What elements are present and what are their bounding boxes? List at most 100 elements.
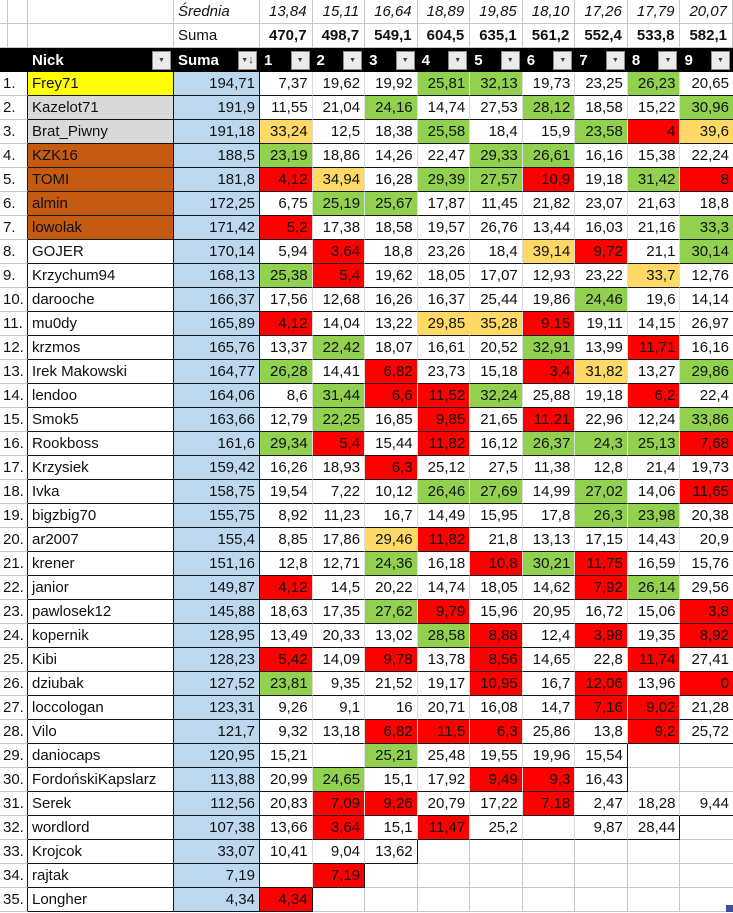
- score-cell[interactable]: 33,3: [680, 216, 733, 240]
- score-cell[interactable]: 6,2: [627, 384, 681, 408]
- score-cell[interactable]: 10,8: [470, 552, 523, 576]
- score-cell[interactable]: 3,4: [522, 360, 576, 384]
- score-cell[interactable]: 17,56: [260, 288, 313, 312]
- score-cell[interactable]: 19,35: [627, 624, 681, 648]
- score-cell[interactable]: [575, 888, 628, 912]
- score-cell[interactable]: 20,79: [417, 792, 471, 816]
- score-cell[interactable]: 6,82: [365, 720, 418, 744]
- score-cell[interactable]: [680, 840, 733, 864]
- score-cell[interactable]: 16,43: [575, 768, 628, 792]
- row-rank-cell[interactable]: 27.: [0, 696, 28, 720]
- score-cell[interactable]: 22,25: [312, 408, 366, 432]
- score-cell[interactable]: 30,21: [522, 552, 576, 576]
- score-cell[interactable]: 18,58: [365, 216, 418, 240]
- nick-cell[interactable]: KZK16: [28, 144, 174, 168]
- score-cell[interactable]: 18,07: [365, 336, 418, 360]
- score-cell[interactable]: 21,16: [627, 216, 681, 240]
- score-cell[interactable]: 9,44: [680, 792, 733, 816]
- suma-cell[interactable]: 7,19: [174, 864, 260, 888]
- row-rank-cell[interactable]: 5.: [0, 168, 28, 192]
- score-cell[interactable]: 28,44: [627, 816, 681, 840]
- score-cell[interactable]: 14,65: [522, 648, 576, 672]
- score-cell[interactable]: 5,42: [260, 648, 313, 672]
- row-rank-cell[interactable]: 10.: [0, 288, 28, 312]
- score-cell[interactable]: 27,02: [575, 480, 628, 504]
- score-cell[interactable]: 12,68: [312, 288, 366, 312]
- score-cell[interactable]: 16,18: [417, 552, 471, 576]
- score-cell[interactable]: 11,52: [417, 384, 471, 408]
- score-cell[interactable]: 19,55: [470, 744, 523, 768]
- score-cell[interactable]: 17,92: [417, 768, 471, 792]
- row-rank-cell[interactable]: 14.: [0, 384, 28, 408]
- score-cell[interactable]: 12,8: [260, 552, 313, 576]
- score-cell[interactable]: 23,22: [575, 264, 628, 288]
- filter-dropdown-button[interactable]: ▼: [500, 50, 520, 70]
- score-cell[interactable]: 0: [680, 672, 733, 696]
- score-cell[interactable]: 13,22: [365, 312, 418, 336]
- nick-cell[interactable]: Krojcok: [28, 840, 174, 864]
- sum-row-value[interactable]: 470,7: [260, 24, 313, 48]
- nick-cell[interactable]: loccologan: [28, 696, 174, 720]
- score-cell[interactable]: 22,4: [680, 384, 733, 408]
- sum-row-value[interactable]: 498,7: [312, 24, 366, 48]
- score-cell[interactable]: 15,96: [470, 600, 523, 624]
- row-rank-cell[interactable]: 1.: [0, 72, 28, 96]
- score-cell[interactable]: 27,5: [470, 456, 523, 480]
- filter-dropdown-button[interactable]: ▼: [290, 50, 310, 70]
- score-cell[interactable]: 9,32: [260, 720, 313, 744]
- score-cell[interactable]: 28,12: [522, 96, 576, 120]
- suma-cell[interactable]: 161,6: [174, 432, 260, 456]
- score-cell[interactable]: 13,37: [260, 336, 313, 360]
- score-cell[interactable]: 26,14: [627, 576, 681, 600]
- sum-row-value[interactable]: 582,1: [680, 24, 733, 48]
- score-cell[interactable]: 19,73: [522, 72, 576, 96]
- row-rank-cell[interactable]: 19.: [0, 504, 28, 528]
- score-cell[interactable]: 26,61: [522, 144, 576, 168]
- score-cell[interactable]: 25,72: [680, 720, 733, 744]
- score-cell[interactable]: 18,93: [312, 456, 366, 480]
- score-cell[interactable]: 7,16: [575, 696, 628, 720]
- score-cell[interactable]: 26,97: [680, 312, 733, 336]
- suma-cell[interactable]: 171,42: [174, 216, 260, 240]
- score-cell[interactable]: 13,18: [312, 720, 366, 744]
- score-cell[interactable]: 18,8: [365, 240, 418, 264]
- score-cell[interactable]: 8,56: [470, 648, 523, 672]
- score-cell[interactable]: 18,58: [575, 96, 628, 120]
- row-rank-cell[interactable]: 16.: [0, 432, 28, 456]
- score-cell[interactable]: 15,18: [470, 360, 523, 384]
- score-cell[interactable]: 8,6: [260, 384, 313, 408]
- score-cell[interactable]: 5,4: [312, 264, 366, 288]
- row-rank-cell[interactable]: 34.: [0, 864, 28, 888]
- row-rank-cell[interactable]: 12.: [0, 336, 28, 360]
- suma-cell[interactable]: 155,75: [174, 504, 260, 528]
- suma-cell[interactable]: 164,06: [174, 384, 260, 408]
- score-cell[interactable]: [470, 864, 523, 888]
- score-cell[interactable]: [365, 888, 418, 912]
- score-cell[interactable]: 11,71: [627, 336, 681, 360]
- suma-cell[interactable]: 188,5: [174, 144, 260, 168]
- score-cell[interactable]: 25,48: [417, 744, 471, 768]
- score-cell[interactable]: [417, 888, 471, 912]
- row-rank-cell[interactable]: 13.: [0, 360, 28, 384]
- suma-cell[interactable]: 168,13: [174, 264, 260, 288]
- score-cell[interactable]: 13,13: [522, 528, 576, 552]
- score-cell[interactable]: 11,55: [260, 96, 313, 120]
- score-cell[interactable]: 25,67: [365, 192, 418, 216]
- score-cell[interactable]: 9,87: [575, 816, 628, 840]
- average-row-value[interactable]: 19,85: [470, 0, 523, 24]
- score-cell[interactable]: 17,22: [470, 792, 523, 816]
- score-cell[interactable]: 22,42: [312, 336, 366, 360]
- suma-cell[interactable]: 159,42: [174, 456, 260, 480]
- suma-cell[interactable]: 172,25: [174, 192, 260, 216]
- score-cell[interactable]: 3,8: [680, 600, 733, 624]
- score-cell[interactable]: 18,05: [470, 576, 523, 600]
- suma-cell[interactable]: 191,9: [174, 96, 260, 120]
- score-cell[interactable]: 7,22: [312, 480, 366, 504]
- score-cell[interactable]: 11,23: [312, 504, 366, 528]
- score-cell[interactable]: 21,8: [470, 528, 523, 552]
- score-cell[interactable]: 9,85: [417, 408, 471, 432]
- score-cell[interactable]: 20,83: [260, 792, 313, 816]
- score-cell[interactable]: 27,62: [365, 600, 418, 624]
- score-cell[interactable]: 20,71: [417, 696, 471, 720]
- nick-cell[interactable]: Kibi: [28, 648, 174, 672]
